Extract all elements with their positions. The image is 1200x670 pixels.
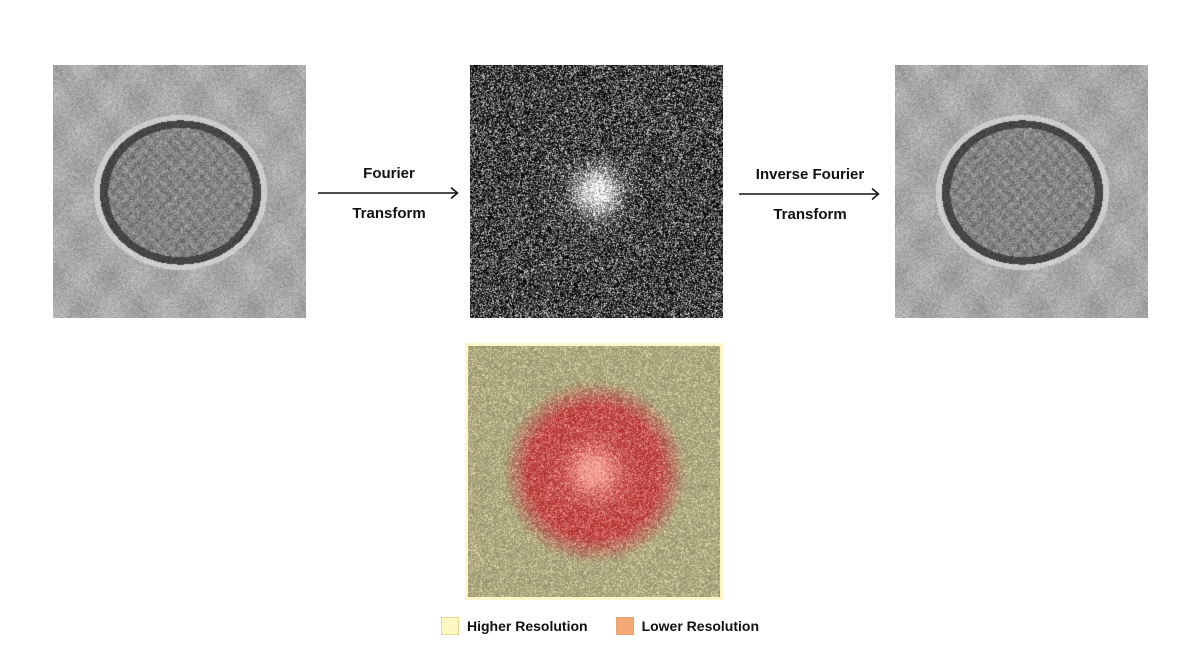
resolution-mask-spectrum-image: [465, 343, 723, 600]
forward-arrow-icon: [318, 186, 459, 200]
original-micrograph-image: [53, 65, 306, 318]
higher-resolution-swatch: [441, 617, 459, 635]
fourier-spectrum-image: [470, 65, 723, 318]
fourier-transform-label-line1: Fourier: [363, 165, 415, 182]
inverse-arrow-icon: [739, 187, 880, 201]
inverse-transform-label-line1: Inverse Fourier: [755, 166, 865, 183]
resolution-legend: Higher Resolution Lower Resolution: [441, 616, 787, 636]
fourier-transform-label-line2: Transform: [352, 205, 426, 222]
higher-resolution-label: Higher Resolution: [467, 618, 588, 634]
legend-item-lower-resolution: Lower Resolution: [615, 617, 760, 635]
reconstructed-micrograph-image: [895, 65, 1148, 318]
inverse-transform-label-line2: Transform: [773, 206, 847, 223]
lower-resolution-swatch: [615, 617, 634, 635]
lower-resolution-label: Lower Resolution: [641, 618, 760, 634]
legend-item-higher-resolution: Higher Resolution: [441, 617, 588, 635]
